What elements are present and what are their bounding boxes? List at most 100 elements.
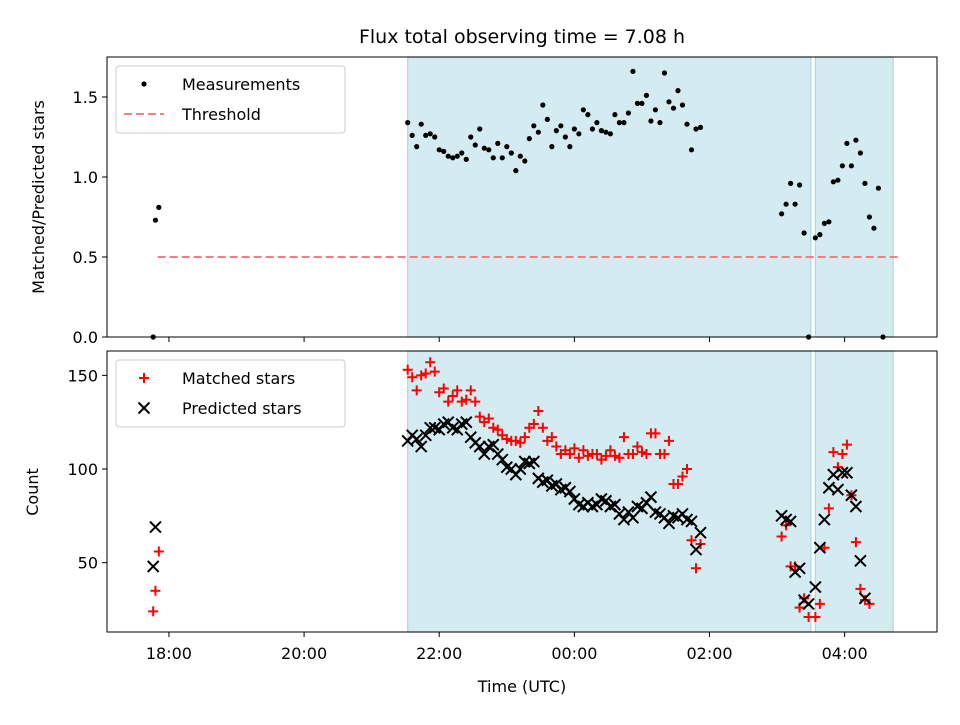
legend-plus-marker [139, 373, 149, 383]
measurement-point [526, 136, 532, 142]
matched-stars-point [420, 368, 431, 379]
measurement-point [594, 120, 600, 126]
matched-stars-point [402, 364, 413, 375]
measurement-point [817, 232, 823, 238]
matched-stars-point [659, 449, 670, 460]
measurement-point [585, 112, 591, 118]
x-tick-label: 22:00 [416, 644, 462, 663]
measurement-point [481, 145, 487, 151]
matched-stars-point [411, 385, 422, 396]
matched-stars-point [569, 443, 580, 454]
bottom-y-axis-label: Count [23, 468, 42, 516]
measurement-point [812, 235, 818, 241]
measurement-point [688, 147, 695, 153]
y-tick-label: 1.0 [73, 168, 98, 187]
predicted-stars-point [644, 490, 658, 504]
measurement-point [553, 128, 559, 134]
y-tick-label: 50 [78, 554, 98, 573]
legend-entry-label: Predicted stars [182, 399, 302, 418]
matched-stars-point [814, 598, 825, 609]
matched-stars-point [470, 396, 481, 407]
x-tick-label: 20:00 [281, 644, 327, 663]
measurement-point [427, 131, 433, 137]
predicted-stars-point [818, 513, 831, 526]
matched-stars-point [456, 396, 467, 407]
matched-stars-point [686, 535, 697, 546]
matched-stars-point [443, 396, 454, 407]
x-tick-label: 00:00 [551, 644, 597, 663]
measurement-point [630, 68, 636, 74]
measurement-point [522, 158, 528, 164]
measurement-point [648, 118, 654, 124]
matched-stars-point [573, 452, 584, 463]
measurement-point [472, 142, 478, 148]
measurement-point [414, 144, 420, 150]
matched-stars-point [148, 606, 159, 617]
measurement-point [477, 126, 483, 132]
matched-stars-point [690, 563, 701, 574]
measurement-point [621, 120, 627, 126]
matched-stars-point [515, 437, 526, 448]
axes-frame [106, 56, 938, 338]
ratio-panel: 0.0 0.5 1.0 1.5 Measurements Threshold [73, 56, 938, 347]
matched-stars-point [528, 419, 539, 430]
measurement-point [607, 131, 614, 137]
measurement-point [459, 150, 465, 156]
matched-stars-point [461, 394, 472, 405]
predicted-stars-point [662, 517, 676, 530]
matched-stars-point [551, 441, 562, 452]
legend-entry-label: Measurements [182, 75, 300, 94]
x-tick-label: 18:00 [146, 644, 192, 663]
measurement-point [625, 110, 632, 116]
predicted-stars-point [460, 415, 473, 429]
measurement-point [531, 123, 537, 129]
measurement-point [598, 128, 604, 134]
predicted-stars-point [849, 500, 863, 513]
measurement-point [571, 126, 577, 132]
predicted-stars-point [813, 541, 827, 554]
measurement-point [697, 124, 704, 130]
series-measurements [150, 68, 886, 340]
y-tick-label: 0.5 [73, 248, 98, 267]
measurement-point [436, 147, 442, 153]
legend: Measurements Threshold [115, 65, 346, 134]
measurement-point [634, 100, 641, 106]
matched-stars-point [641, 449, 652, 460]
matched-stars-point [672, 479, 683, 490]
measurement-point [405, 120, 411, 126]
matched-stars-point [546, 432, 557, 443]
measurement-point [801, 230, 807, 236]
measurement-point [835, 177, 841, 183]
matched-stars-point [632, 441, 643, 452]
predicted-stars-point [146, 560, 160, 573]
predicted-stars-point [809, 580, 822, 594]
measurement-point [797, 182, 803, 188]
matched-stars-point [636, 447, 647, 458]
matched-stars-point [501, 434, 512, 445]
top-y-axis-label: Matched/Predicted stars [29, 100, 48, 294]
matched-stars-point [591, 449, 602, 460]
y-tick-label: 0.0 [73, 328, 98, 347]
measurement-point [508, 150, 514, 156]
matched-stars-point [578, 445, 589, 456]
matched-stars-point [429, 366, 440, 377]
matched-stars-point [609, 450, 620, 461]
matched-stars-point [447, 390, 458, 401]
predicted-stars-point [858, 592, 872, 605]
measurement-point [792, 201, 798, 207]
measurement-point [871, 225, 877, 231]
measurement-point [875, 185, 882, 191]
x-tick-label: 04:00 [822, 644, 868, 663]
matched-stars-point [474, 411, 485, 422]
matched-stars-point [823, 503, 834, 514]
measurement-point [684, 121, 690, 127]
legend-x-marker [137, 401, 151, 415]
measurement-point [830, 179, 836, 185]
legend-entry-label: Matched stars [182, 369, 295, 388]
series-predicted-stars [146, 415, 872, 611]
measurement-point [862, 180, 868, 186]
predicted-stars-point [563, 485, 577, 498]
measurement-point [504, 144, 510, 150]
